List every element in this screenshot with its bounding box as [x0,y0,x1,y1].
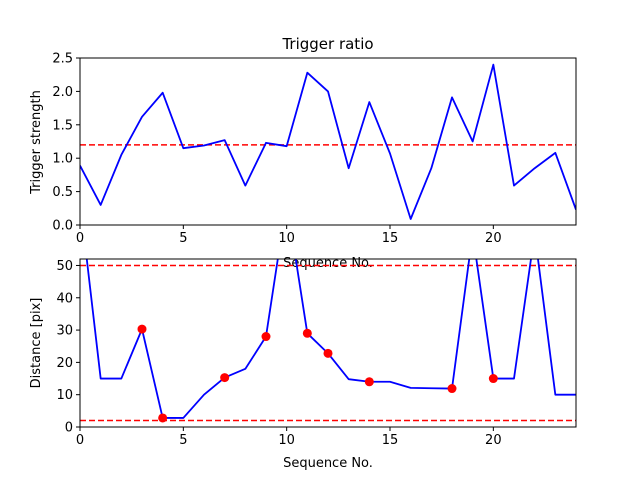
x-tick-label: 15 [382,231,399,246]
data-point-marker [158,413,168,423]
x-tick-label: 10 [278,231,295,246]
y-tick-label: 50 [56,259,73,274]
x-tick-label: 15 [382,433,399,448]
x-tick-label: 0 [76,231,84,246]
data-point-marker [302,328,312,338]
y-tick-label: 20 [56,356,73,371]
trigger-ratio-panel: Trigger ratio 0 5 10 15 20 0.0 0.5 1.0 1.5 2.0 2.… [29,35,577,271]
y-tick-label: 1.5 [52,118,73,133]
y-axis-label: Distance [pix] [29,298,44,389]
x-axis-ticks: 0 5 10 15 20 [76,427,502,448]
y-tick-label: 1.0 [52,152,73,167]
data-point-marker [447,384,457,394]
y-axis-ticks: 0.0 0.5 1.0 1.5 2.0 2.5 [52,52,80,234]
y-tick-label: 40 [56,291,73,306]
x-tick-label: 0 [76,433,84,448]
y-tick-label: 2.5 [52,52,73,67]
y-tick-label: 0.5 [52,185,73,200]
y-tick-label: 10 [56,388,73,403]
x-axis-label: Sequence No. [283,256,373,271]
y-tick-label: 0.0 [52,219,73,234]
axes-frame [79,57,577,226]
data-point-marker [220,373,230,383]
y-tick-label: 30 [56,324,73,339]
x-tick-label: 20 [485,433,502,448]
x-tick-label: 10 [278,433,295,448]
x-axis-label: Sequence No. [283,456,373,471]
data-point-marker [488,374,498,384]
data-point-marker [261,332,271,342]
data-point-marker [364,377,374,387]
plot-area [85,259,576,423]
y-tick-label: 0 [65,421,73,436]
y-axis-label: Trigger strength [29,90,44,195]
plot-area [80,63,576,220]
data-point-marker [323,348,333,358]
x-tick-label: 5 [179,231,187,246]
series-line [80,63,576,220]
chart-title: Trigger ratio [281,35,373,53]
x-axis-ticks: 0 5 10 15 20 [76,225,502,246]
x-tick-label: 20 [485,231,502,246]
x-tick-label: 5 [179,433,187,448]
y-tick-label: 2.0 [52,85,73,100]
y-axis-ticks: 0 10 20 30 40 50 [56,259,80,436]
distance-panel: 0 5 10 15 20 0 10 20 30 40 50 Sequence No. Distan… [29,258,577,471]
data-point-marker [137,324,147,334]
axes-frame [79,258,577,428]
